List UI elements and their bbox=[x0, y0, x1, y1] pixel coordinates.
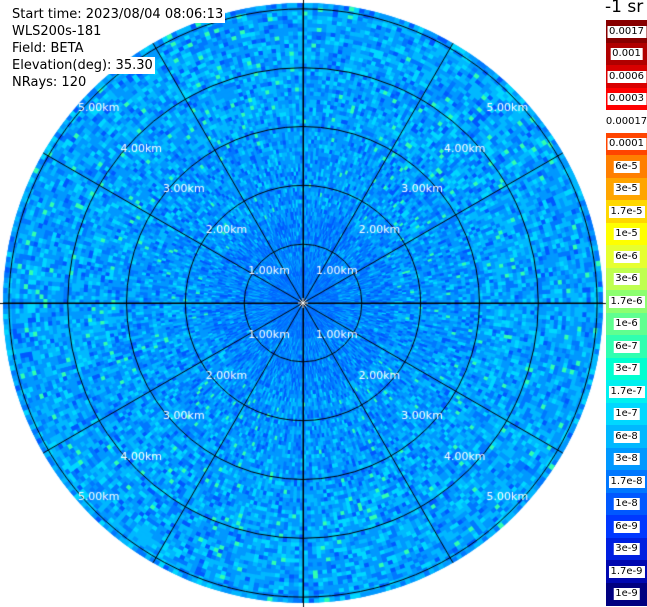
colorbar-cell: 0.0006 bbox=[606, 65, 647, 88]
colorbar-cell: 3e-6 bbox=[606, 267, 647, 291]
colorbar-tick-label: 6e-7 bbox=[613, 340, 640, 353]
colorbar-cell: 3e-7 bbox=[606, 357, 647, 381]
colorbar-cell: 0.001 bbox=[606, 42, 647, 66]
colorbar-cell: 1e-6 bbox=[606, 312, 647, 336]
colorbar-tick-label: 1e-5 bbox=[613, 228, 640, 240]
colorbar-cell: 3e-5 bbox=[606, 177, 647, 201]
colorbar-tick-label: 3e-6 bbox=[613, 273, 640, 285]
colorbar-cell: 1e-7 bbox=[606, 402, 647, 426]
colorbar-tick-label: 1.7e-6 bbox=[608, 295, 645, 308]
colorbar-tick-label: 0.0001 bbox=[607, 138, 646, 150]
colorbar-tick-label: 1e-8 bbox=[613, 498, 640, 510]
colorbar-cell: 1.7e-8 bbox=[606, 470, 647, 493]
colorbar-tick-label: 1e-7 bbox=[613, 408, 640, 420]
colorbar-cell: 1e-5 bbox=[606, 222, 647, 246]
colorbar-tick-label: 0.00017 bbox=[603, 115, 647, 128]
colorbar-cell: 0.0003 bbox=[606, 87, 647, 111]
colorbar-cell: 1.7e-5 bbox=[606, 200, 647, 223]
colorbar-cell: 6e-7 bbox=[606, 335, 647, 358]
colorbar-tick-label: 0.0006 bbox=[607, 70, 646, 83]
colorbar-tick-label: 1.7e-9 bbox=[608, 565, 645, 578]
colorbar-tick-label: 6e-9 bbox=[613, 520, 640, 533]
scan-info-panel: Start time: 2023/08/04 08:06:13 WLS200s-… bbox=[12, 6, 226, 91]
field-label: Field: BETA bbox=[12, 40, 86, 57]
colorbar-tick-label: 1.7e-7 bbox=[608, 385, 645, 398]
elevation-label: Elevation(deg): 35.30 bbox=[12, 57, 155, 74]
colorbar-cell: 1.7e-7 bbox=[606, 380, 647, 403]
colorbar-cell: 1e-9 bbox=[606, 582, 647, 606]
colorbar-tick-label: 0.0003 bbox=[607, 93, 646, 105]
colorbar-cell: 3e-8 bbox=[606, 447, 647, 471]
colorbar-cell: 0.0001 bbox=[606, 132, 647, 156]
colorbar-tick-label: 6e-6 bbox=[613, 250, 640, 263]
colorbar-tick-label: 1e-6 bbox=[613, 318, 640, 330]
colorbar-cell: 0.0017 bbox=[606, 20, 647, 43]
colorbar-tick-label: 6e-5 bbox=[613, 160, 640, 173]
colorbar-cell: 6e-9 bbox=[606, 515, 647, 538]
colorbar-tick-label: 3e-8 bbox=[613, 453, 640, 465]
colorbar-tick-label: 1e-9 bbox=[613, 588, 640, 600]
colorbar-tick-label: 3e-7 bbox=[613, 363, 640, 375]
colorbar-cell: 6e-8 bbox=[606, 425, 647, 448]
colorbar-tick-label: 0.0017 bbox=[607, 25, 646, 38]
colorbar-tick-label: 1.7e-5 bbox=[608, 205, 645, 218]
colorbar: 0.0017 0.001 0.0006 0.0003 0.00017 0.0001 6e-5… bbox=[603, 20, 647, 606]
colorbar-cell: 1e-8 bbox=[606, 492, 647, 516]
colorbar-tick-label: 3e-9 bbox=[613, 543, 640, 555]
colorbar-tick-label: 3e-5 bbox=[613, 183, 640, 195]
colorbar-cell: 6e-6 bbox=[606, 245, 647, 268]
colorbar-tick-label: 1.7e-8 bbox=[608, 475, 645, 488]
colorbar-cell: 6e-5 bbox=[606, 155, 647, 178]
colorbar-cell: 1.7e-6 bbox=[606, 290, 647, 313]
colorbar-cell: 3e-9 bbox=[606, 537, 647, 561]
colorbar-unit-label: -1 sr bbox=[605, 0, 644, 17]
colorbar-cell: 1.7e-9 bbox=[606, 560, 647, 583]
start-time-label: Start time: 2023/08/04 08:06:13 bbox=[12, 6, 226, 23]
colorbar-tick-label: 6e-8 bbox=[613, 430, 640, 443]
colorbar-tick-label: 0.001 bbox=[610, 48, 643, 60]
instrument-label: WLS200s-181 bbox=[12, 23, 104, 40]
colorbar-cell: 0.00017 bbox=[603, 110, 647, 133]
nrays-label: NRays: 120 bbox=[12, 74, 89, 91]
